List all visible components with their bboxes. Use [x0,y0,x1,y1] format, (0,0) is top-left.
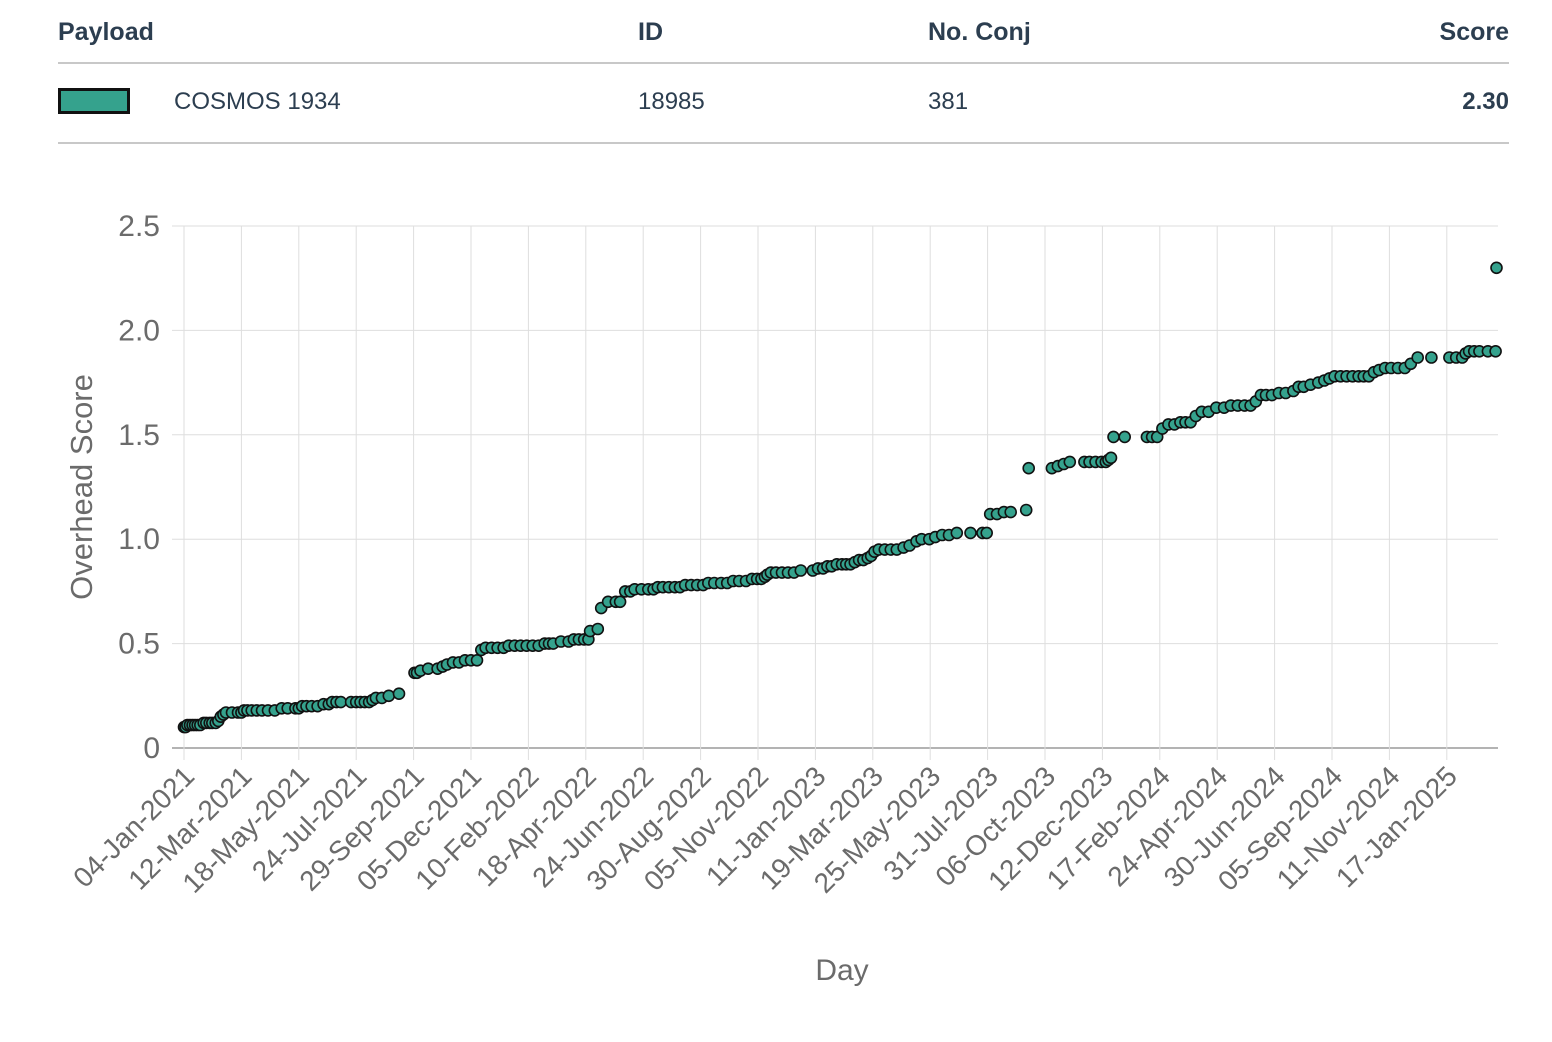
data-point [950,526,964,540]
data-point [470,653,484,667]
data-point [1104,451,1118,465]
x-axis-label: Day [815,954,868,987]
payload-score: 2.30 [1462,88,1509,115]
data-point [1490,261,1503,275]
data-point [1022,461,1035,475]
header-no-conj[interactable]: No. Conj [928,18,1031,46]
table-row[interactable]: COSMOS 1934 18985 381 2.30 [58,64,1509,144]
y-tick-label: 2.0 [118,314,160,347]
y-tick-label: 1.5 [118,419,160,452]
data-point [1425,351,1438,364]
data-point [1063,455,1077,469]
data-point [1107,430,1120,444]
data-point [382,689,396,703]
data-point [334,695,348,709]
x-axis-ticks: 04-Jan-202112-Mar-202118-May-202124-Jul-… [67,760,1463,899]
data-point [794,564,808,577]
y-axis-label: Overhead Score [64,374,99,600]
payload-id: 18985 [638,88,705,115]
header-id[interactable]: ID [638,18,663,46]
y-tick-label: 2.5 [118,210,160,243]
y-tick-label: 0.5 [118,628,160,661]
table-header-row: Payload ID No. Conj Score [58,0,1509,64]
data-point [1118,430,1131,444]
data-point [591,622,605,636]
data-point [980,526,994,540]
y-tick-label: 1.0 [118,523,160,556]
chart-grid [172,225,1498,760]
payload-name: COSMOS 1934 [174,88,341,115]
data-point [392,687,406,701]
data-point [964,526,977,540]
header-score[interactable]: Score [1439,18,1509,46]
data-point [1489,344,1502,358]
y-axis-ticks: 0 0.5 1.0 1.5 2.0 2.5 [118,210,160,765]
payload-conj-count: 381 [928,88,969,115]
payload-summary-table: Payload ID No. Conj Score COSMOS 1934 18… [58,0,1509,144]
data-point [613,595,627,609]
series-color-swatch [58,88,130,114]
y-tick-label: 0 [143,732,160,765]
data-point [1411,351,1424,364]
header-payload[interactable]: Payload [58,18,154,46]
data-points [177,261,1503,734]
data-point [1019,503,1033,517]
data-point [1004,505,1018,519]
